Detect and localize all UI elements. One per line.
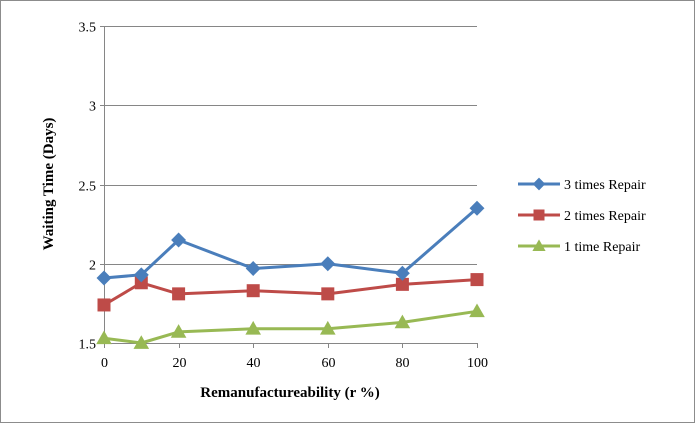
- series-markers: [96, 200, 485, 349]
- square-marker: [97, 298, 111, 312]
- grid-lines: [104, 26, 477, 265]
- x-tick-label: 0: [101, 356, 108, 371]
- diamond-marker: [96, 270, 112, 286]
- legend-label: 2 times Repair: [564, 209, 646, 224]
- legend: 3 times Repair 2 times Repair 1 time Repai…: [518, 177, 646, 255]
- legend-label: 3 times Repair: [564, 178, 646, 193]
- triangle-marker: [469, 303, 485, 318]
- diamond-marker: [469, 200, 485, 216]
- triangle-marker: [170, 324, 187, 338]
- square-marker: [470, 273, 484, 287]
- triangle-marker: [245, 320, 261, 335]
- square-marker: [395, 277, 409, 291]
- y-tick-label: 2.5: [79, 180, 97, 195]
- x-tick-label: 60: [322, 356, 336, 371]
- x-tick-label: 80: [396, 356, 410, 371]
- diamond-marker: [320, 256, 336, 272]
- square-marker: [533, 209, 545, 221]
- square-marker: [246, 284, 260, 298]
- y-tick-label: 3: [89, 100, 96, 115]
- x-axis-title: Remanufactureability (r %): [200, 385, 379, 401]
- diamond-marker: [245, 261, 261, 276]
- axes: [100, 26, 478, 348]
- x-tick-label: 20: [173, 356, 187, 371]
- y-axis-title: Waiting Time (Days): [41, 118, 57, 251]
- y-tick-label: 3.5: [79, 21, 97, 36]
- series-line: [103, 207, 478, 280]
- series-line: [103, 278, 478, 307]
- y-tick-label: 2: [89, 259, 96, 274]
- series-line: [103, 309, 478, 345]
- y-tick-label: 1.5: [79, 338, 97, 353]
- square-marker: [172, 287, 186, 301]
- tick-labels: 1.5 2 2.5 3 3.5 0 20 40 60 80 100: [79, 21, 489, 372]
- legend-label: 1 time Repair: [564, 240, 641, 255]
- x-tick-label: 100: [467, 356, 488, 371]
- triangle-marker: [96, 330, 112, 345]
- legend-item: 2 times Repair: [518, 209, 646, 224]
- diamond-marker: [133, 267, 149, 283]
- diamond-marker: [532, 177, 546, 191]
- triangle-marker: [320, 320, 336, 335]
- x-tick-label: 40: [247, 356, 261, 371]
- diamond-marker: [171, 232, 187, 248]
- series-lines: [103, 207, 478, 345]
- triangle-marker: [133, 335, 150, 349]
- legend-item: 1 time Repair: [518, 239, 641, 255]
- square-marker: [321, 287, 335, 301]
- legend-item: 3 times Repair: [518, 177, 646, 193]
- triangle-marker: [394, 314, 411, 329]
- triangle-marker: [532, 239, 546, 251]
- square-marker: [134, 276, 148, 290]
- diamond-marker: [394, 265, 410, 281]
